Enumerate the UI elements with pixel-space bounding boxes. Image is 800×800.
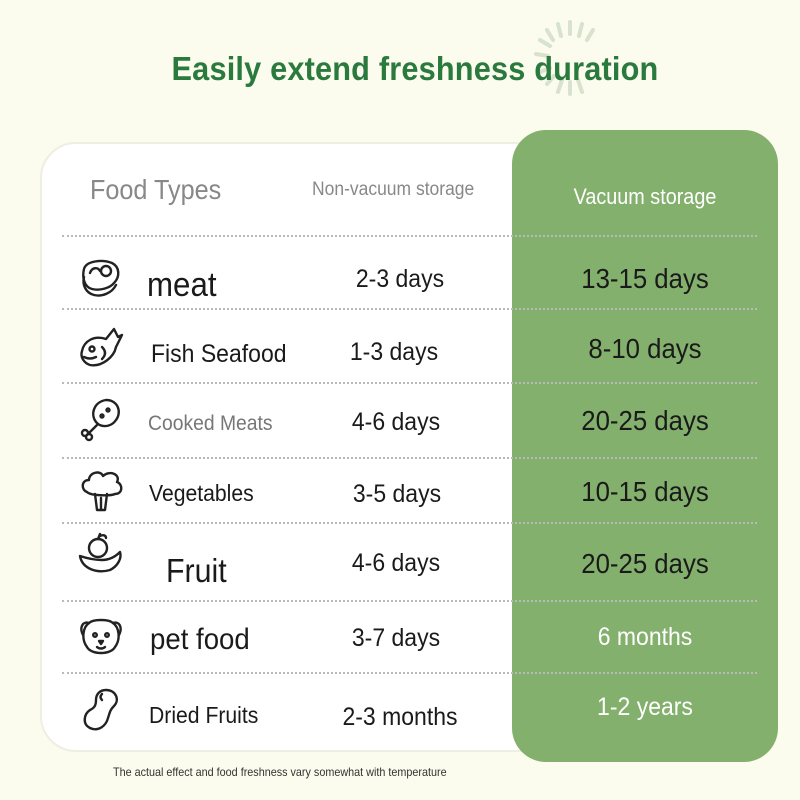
fruit-basket-icon xyxy=(76,532,124,580)
broccoli-icon xyxy=(77,468,125,516)
vacuum-value: 6 months xyxy=(597,623,693,651)
header-vacuum: Vacuum storage xyxy=(573,184,717,209)
header-food-types: Food Types xyxy=(90,174,222,205)
row-divider xyxy=(62,382,757,384)
row-divider xyxy=(62,600,757,602)
vacuum-value: 13-15 days xyxy=(581,263,709,294)
vacuum-value: 10-15 days xyxy=(581,476,709,507)
non-vacuum-value: 4-6 days xyxy=(351,408,441,436)
food-label: Cooked Meats xyxy=(148,412,273,435)
fish-icon xyxy=(76,323,124,371)
food-label: Dried Fruits xyxy=(149,702,259,728)
vacuum-value: 1-2 years xyxy=(597,693,693,721)
row-divider xyxy=(62,672,757,674)
food-label: Fish Seafood xyxy=(151,340,287,368)
footnote: The actual effect and food freshness var… xyxy=(113,765,447,779)
row-divider xyxy=(62,457,757,459)
page-title: Easily extend freshness duration xyxy=(171,50,659,87)
food-label: meat xyxy=(147,266,217,304)
row-divider xyxy=(62,522,757,524)
non-vacuum-value: 3-7 days xyxy=(351,624,441,652)
non-vacuum-value: 1-3 days xyxy=(349,338,439,366)
row-divider xyxy=(62,235,757,237)
vacuum-value: 8-10 days xyxy=(588,333,702,364)
food-label: Vegetables xyxy=(149,480,254,506)
non-vacuum-value: 3-5 days xyxy=(352,480,442,508)
peanut-icon xyxy=(78,686,126,734)
vacuum-column-panel xyxy=(512,130,778,762)
meat-steak-icon xyxy=(76,255,124,303)
vacuum-value: 20-25 days xyxy=(581,548,709,579)
non-vacuum-value: 2-3 days xyxy=(355,265,445,293)
non-vacuum-value: 4-6 days xyxy=(351,549,441,577)
food-label: pet food xyxy=(150,623,250,656)
food-label: Fruit xyxy=(166,552,227,589)
dog-face-icon xyxy=(77,613,125,661)
drumstick-icon xyxy=(76,396,124,444)
vacuum-value: 20-25 days xyxy=(581,405,709,436)
header-non-vacuum: Non-vacuum storage xyxy=(312,179,475,200)
row-divider xyxy=(62,308,757,310)
non-vacuum-value: 2-3 months xyxy=(342,703,458,731)
sparkle-burst-decoration xyxy=(534,20,595,96)
